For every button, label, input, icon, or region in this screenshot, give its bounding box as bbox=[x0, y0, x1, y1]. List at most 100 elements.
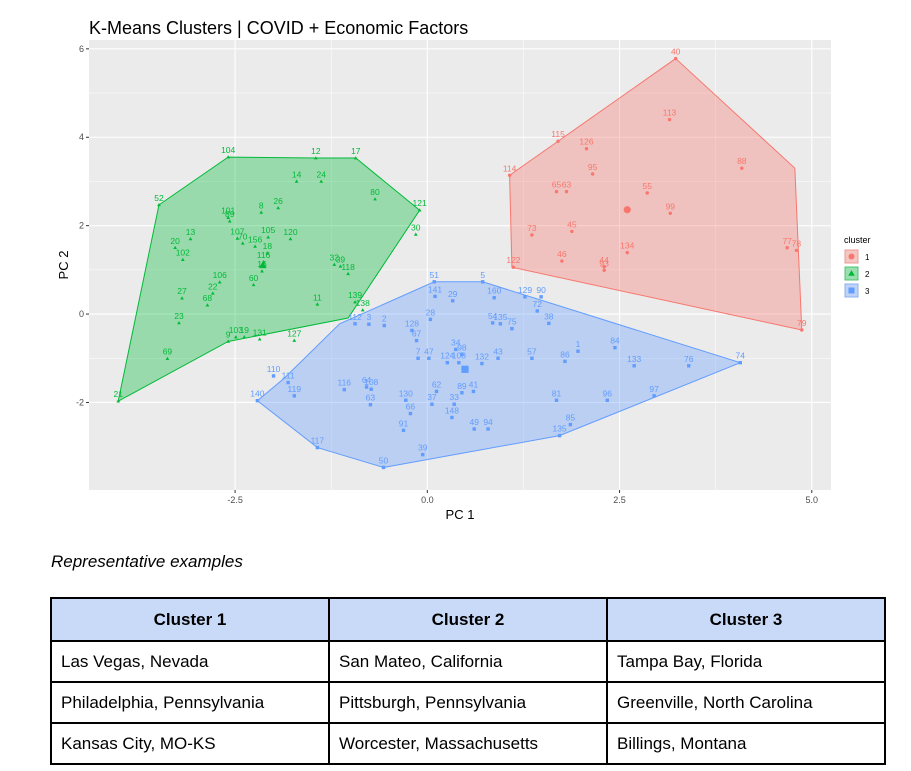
cluster-3-point-label: 141 bbox=[428, 284, 442, 294]
cluster-3-point bbox=[563, 359, 567, 364]
cluster-2-point-label: 13 bbox=[186, 227, 196, 237]
cluster-2-point bbox=[226, 155, 231, 159]
cluster-2-point-label: 20 bbox=[170, 236, 180, 246]
cluster-3-point bbox=[408, 411, 413, 416]
cluster-3-point-label: 111 bbox=[282, 371, 295, 381]
cluster-2-point-label: 18 bbox=[263, 241, 273, 251]
cluster-3-point-label: 63 bbox=[366, 393, 376, 403]
cluster-2-point bbox=[257, 337, 262, 341]
cluster-2-point-label: 9 bbox=[226, 329, 231, 339]
cluster-2-point bbox=[265, 251, 270, 255]
cluster-3-point bbox=[486, 427, 490, 431]
cluster-3-point bbox=[404, 398, 408, 402]
cluster-2-point bbox=[253, 244, 257, 248]
cluster-3-point bbox=[460, 352, 464, 356]
table-cell: Greenville, North Carolina bbox=[606, 681, 886, 724]
cluster-3-point bbox=[457, 360, 461, 365]
cluster-1-point-label: 93 bbox=[599, 258, 609, 268]
cluster-3-point-label: 81 bbox=[552, 388, 562, 398]
cluster-2-point-label: 127 bbox=[287, 329, 301, 339]
cluster-2-point-label: 120 bbox=[283, 227, 297, 237]
cluster-2-point bbox=[294, 179, 299, 183]
cluster-3-point bbox=[490, 321, 495, 325]
cluster-2-point bbox=[266, 235, 271, 239]
cluster-1-point-label: 134 bbox=[620, 241, 634, 251]
grid-lines bbox=[89, 40, 831, 490]
table-cell: Billings, Montana bbox=[606, 722, 886, 765]
cluster-2-point-label: 60 bbox=[249, 273, 259, 283]
cluster-1-point bbox=[564, 189, 569, 194]
cluster-2-point bbox=[235, 236, 240, 240]
cluster-3-point-label: 119 bbox=[288, 384, 302, 394]
cluster-3-point-label: 41 bbox=[469, 379, 479, 389]
cluster-1-point bbox=[740, 166, 744, 170]
cluster-3-point-label: 29 bbox=[448, 289, 458, 299]
cluster-3-point bbox=[605, 398, 609, 402]
cluster-3-point bbox=[414, 338, 419, 343]
cluster-2-point bbox=[188, 236, 193, 241]
cluster-2-point bbox=[346, 271, 350, 276]
cluster-2-point bbox=[116, 399, 121, 403]
cluster-1-point bbox=[602, 265, 606, 269]
cluster-1-point-label: 73 bbox=[527, 223, 537, 233]
cluster-3-point-label: 51 bbox=[430, 270, 440, 280]
x-axis-label: PC 1 bbox=[446, 507, 475, 522]
cluster-2-point bbox=[373, 197, 377, 201]
cluster-1-centroid bbox=[623, 206, 631, 214]
cluster-1-point-label: 113 bbox=[663, 108, 677, 118]
cluster-3-point-label: 33 bbox=[449, 392, 459, 402]
cluster-2-point-label: 89 bbox=[225, 209, 235, 219]
cluster-2-point bbox=[227, 219, 232, 223]
cluster-2-point-label: 105 bbox=[261, 225, 275, 235]
cluster-3-point-label: 50 bbox=[379, 455, 389, 465]
cluster-2-point bbox=[210, 291, 215, 295]
cluster-2-point-label: 19 bbox=[240, 325, 250, 335]
cluster-1-point bbox=[507, 173, 512, 177]
cluster-1-point-label: 63 bbox=[562, 180, 572, 190]
cluster-3-point-label: 117 bbox=[311, 436, 325, 446]
cluster-3-point-label: 85 bbox=[566, 413, 576, 423]
cluster-3-point-label: 129 bbox=[518, 285, 532, 295]
data-points bbox=[116, 56, 804, 470]
cluster-2-point-label: 70 bbox=[238, 231, 248, 241]
cluster-3-point bbox=[554, 398, 559, 402]
cluster-2-point bbox=[233, 335, 238, 339]
cluster-2-point-label: 21 bbox=[113, 389, 123, 399]
cluster-3-point bbox=[480, 361, 484, 366]
cluster-2-point bbox=[205, 303, 210, 307]
cluster-3-point bbox=[353, 322, 357, 326]
cluster-3-point bbox=[496, 356, 500, 360]
cluster-3-point bbox=[450, 299, 455, 303]
cluster-3-point-label: 135 bbox=[552, 424, 566, 434]
cluster-3-point-label: 5 bbox=[480, 270, 485, 280]
cluster-2-point-label: 138 bbox=[356, 298, 370, 308]
cluster-3-point bbox=[632, 364, 636, 368]
cluster-2-point bbox=[360, 308, 365, 312]
cluster-1-point bbox=[645, 191, 649, 195]
cluster-1-point bbox=[800, 328, 804, 332]
table-cell: Pittsburgh, Pennsylvania bbox=[328, 681, 608, 724]
cluster-3-point-label: 98 bbox=[457, 342, 467, 352]
cluster-2-point-label: 68 bbox=[203, 293, 213, 303]
cluster-3-point bbox=[452, 402, 456, 406]
cluster-1-point-label: 126 bbox=[579, 137, 593, 147]
cluster-3-point-label: 91 bbox=[399, 418, 409, 428]
cluster-1-point bbox=[560, 259, 564, 263]
cluster-2-point bbox=[319, 179, 324, 183]
cluster-2-point-label: 131 bbox=[253, 327, 267, 337]
cluster-1-point bbox=[590, 172, 595, 176]
cluster-3-point-label: 7 bbox=[416, 346, 421, 356]
cluster-3-point-label: 1 bbox=[576, 339, 581, 349]
cluster-3-point bbox=[427, 356, 431, 360]
cluster-3-point-label: 72 bbox=[533, 299, 543, 309]
cluster-3-point-label: 66 bbox=[406, 402, 416, 412]
cluster-2-point bbox=[313, 156, 318, 160]
cluster-2-point bbox=[315, 302, 320, 306]
cluster-2-point-label: 26 bbox=[273, 196, 283, 206]
table-row: Philadelphia, Pennsylvania Pittsburgh, P… bbox=[50, 681, 886, 724]
cluster-1-point-label: 78 bbox=[792, 238, 802, 248]
legend-title: cluster bbox=[844, 235, 871, 245]
cluster-2-point-label: 118 bbox=[341, 262, 355, 272]
cluster-3-point-label: 74 bbox=[736, 351, 746, 361]
